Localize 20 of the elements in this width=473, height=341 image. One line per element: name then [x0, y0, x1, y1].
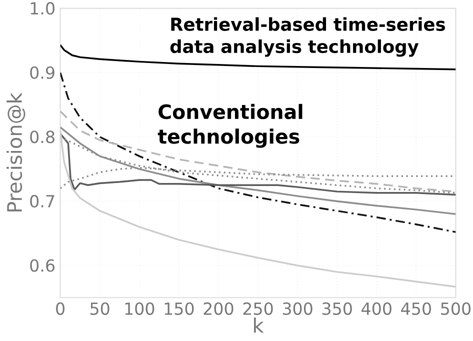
x-tick-label: 350	[322, 302, 352, 315]
annotation: Retrieval-based time-series data analysis technology	[170, 17, 445, 57]
y-axis-title: Precision@k	[6, 92, 26, 212]
x-tick-label: 0	[56, 302, 64, 315]
y-tick-label: 1.0	[30, 2, 54, 15]
x-tick-label: 250	[243, 302, 273, 315]
x-tick-label: 50	[90, 302, 110, 315]
y-tick-label: 0.8	[30, 130, 54, 144]
x-tick-label: 400	[362, 302, 392, 315]
y-tick-label: 0.6	[30, 259, 55, 272]
y-tick-label: 0.9	[30, 66, 54, 79]
x-tick-label: 500	[441, 302, 471, 315]
y-tick-label: 0.7	[30, 194, 54, 208]
x-axis-title: k	[254, 317, 264, 333]
x-tick-label: 100	[125, 302, 154, 315]
x-tick-label: 300	[282, 302, 312, 315]
annotation: Conventional technologies	[158, 104, 302, 148]
x-tick-label: 450	[401, 302, 431, 315]
x-tick-label: 200	[204, 302, 234, 315]
x-tick-label: 150	[164, 302, 194, 315]
